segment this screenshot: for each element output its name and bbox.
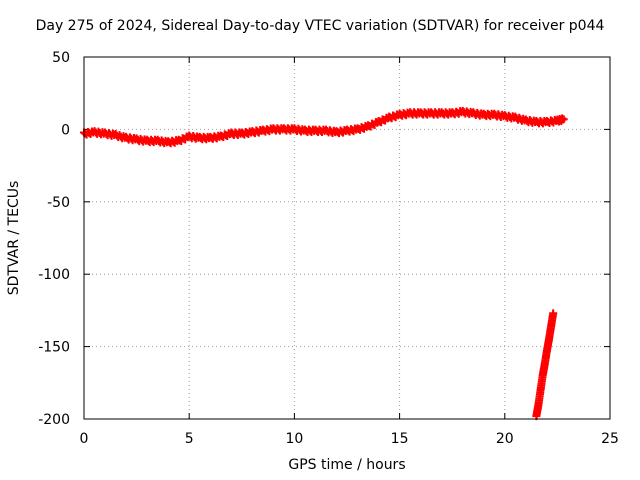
x-tick-label: 20	[496, 431, 514, 447]
y-axis-label: SDTVAR / TECUs	[6, 180, 22, 296]
grid-lines	[84, 57, 610, 419]
x-tick-labels: 0 5 10 15 20 25	[80, 431, 619, 447]
x-tick-label: 15	[391, 431, 409, 447]
data-point	[559, 115, 568, 124]
y-tick-label: -100	[38, 267, 70, 283]
data-points	[80, 106, 568, 421]
y-tick-label: -50	[47, 195, 70, 211]
y-tick-label: -200	[38, 412, 70, 428]
x-tick-label: 10	[285, 431, 303, 447]
chart-title: Day 275 of 2024, Sidereal Day-to-day VTE…	[35, 18, 605, 34]
data-point	[549, 309, 558, 318]
x-tick-label: 0	[80, 431, 89, 447]
x-tick-label: 25	[601, 431, 619, 447]
y-tick-labels: 50 0 -50 -100 -150 -200	[38, 50, 70, 428]
y-tick-label: 0	[61, 122, 70, 138]
axis-ticks	[83, 56, 611, 420]
y-tick-label: 50	[52, 50, 70, 66]
y-tick-label: -150	[38, 340, 70, 356]
x-axis-label: GPS time / hours	[288, 457, 406, 473]
plot-frame	[83, 56, 611, 420]
x-tick-label: 5	[185, 431, 194, 447]
